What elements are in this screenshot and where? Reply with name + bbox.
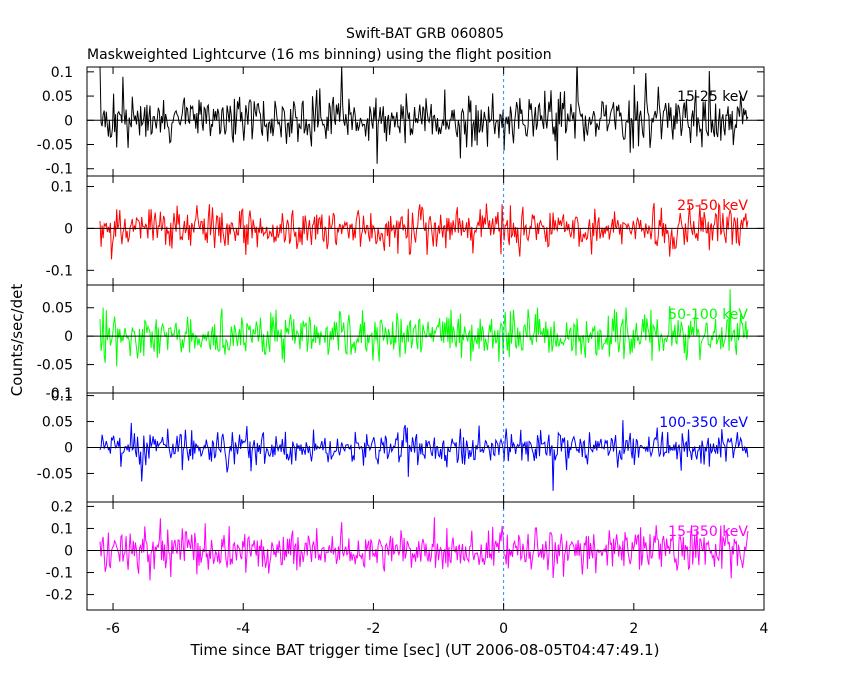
y-tick-label: 0.05 — [42, 89, 73, 105]
panel-2: -0.1 0 0.1 25-50 keV — [46, 175, 765, 286]
lightcurve-series-5 — [99, 517, 749, 581]
panel-5: -0.2 -0.1 0 0.1 0.2 15-350 keV — [46, 499, 765, 611]
x-tick-label: -4 — [236, 621, 250, 637]
band-label: 15-25 keV — [677, 89, 748, 105]
panel-1: -0.1 -0.05 0 0.05 0.1 15-25 keV — [37, 65, 765, 178]
y-axis-label: Counts/sec/det — [8, 284, 26, 397]
x-tick-label: 0 — [499, 621, 508, 637]
y-tick-label: -0.2 — [46, 588, 73, 604]
band-label: 15-350 keV — [668, 524, 748, 540]
panel-frame — [86, 501, 765, 611]
panel-3: -0.1 -0.05 0 0.05 50-100 keV — [37, 284, 765, 402]
chart-subtitle: Maskweighted Lightcurve (16 ms binning) … — [87, 47, 552, 63]
band-label: 25-50 keV — [677, 198, 748, 214]
y-tick-label: 0 — [64, 113, 73, 129]
y-tick-label: 0.1 — [51, 521, 73, 537]
y-tick-label: -0.1 — [46, 162, 73, 178]
x-tick-label: 2 — [629, 621, 638, 637]
y-tick-label: 0 — [64, 543, 73, 559]
y-tick-label: -0.1 — [46, 263, 73, 279]
y-tick-label: -0.05 — [37, 358, 73, 374]
y-tick-label: 0.1 — [51, 65, 73, 81]
lightcurve-series-2 — [99, 202, 749, 260]
x-tick-label: -6 — [106, 621, 120, 637]
band-label: 50-100 keV — [668, 307, 748, 323]
panel-4: -0.05 0 0.05 0.1 100-350 keV — [37, 389, 765, 503]
lightcurve-series-1 — [99, 67, 749, 164]
chart-title: Swift-BAT GRB 060805 — [346, 26, 504, 42]
y-tick-label: 0 — [64, 329, 73, 345]
y-tick-label: 0.05 — [42, 415, 73, 431]
y-tick-label: -0.05 — [37, 466, 73, 482]
y-tick-label: 0 — [64, 221, 73, 237]
band-label: 100-350 keV — [659, 415, 748, 431]
y-tick-label: 0 — [64, 441, 73, 457]
lightcurve-series-3 — [99, 289, 749, 367]
y-tick-label: -0.05 — [37, 138, 73, 154]
panels-group: -0.1 -0.05 0 0.05 0.1 15-25 keV -0.1 0 0.1 25-50 … — [37, 65, 769, 637]
x-tick-label: -2 — [366, 621, 380, 637]
y-tick-label: 0.05 — [42, 301, 73, 317]
x-axis-label: Time since BAT trigger time [sec] (UT 20… — [190, 641, 660, 659]
y-tick-label: 0.1 — [51, 179, 73, 195]
x-tick-label: 4 — [760, 621, 769, 637]
y-tick-label: 0.1 — [51, 389, 73, 405]
y-tick-label: -0.1 — [46, 566, 73, 582]
y-tick-label: -0.1 — [46, 386, 73, 402]
y-tick-label: 0.2 — [51, 499, 73, 515]
